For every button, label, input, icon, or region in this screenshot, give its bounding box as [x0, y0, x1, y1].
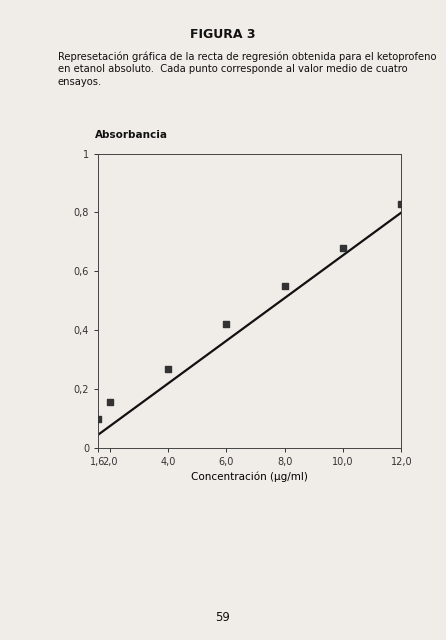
Text: Absorbancia: Absorbancia [95, 131, 168, 140]
Point [165, 364, 172, 374]
Point [95, 413, 102, 424]
Point [398, 198, 405, 209]
Text: 59: 59 [215, 611, 231, 624]
Text: FIGURA 3: FIGURA 3 [190, 28, 256, 41]
X-axis label: Concentración (µg/ml): Concentración (µg/ml) [191, 471, 308, 482]
Point [339, 243, 347, 253]
Point [281, 281, 288, 291]
Text: Represetación gráfica de la recta de regresión obtenida para el ketoprofeno: Represetación gráfica de la recta de reg… [58, 51, 437, 61]
Text: ensayos.: ensayos. [58, 77, 102, 87]
Point [106, 397, 113, 408]
Point [223, 319, 230, 330]
Text: en etanol absoluto.  Cada punto corresponde al valor medio de cuatro: en etanol absoluto. Cada punto correspon… [58, 64, 408, 74]
